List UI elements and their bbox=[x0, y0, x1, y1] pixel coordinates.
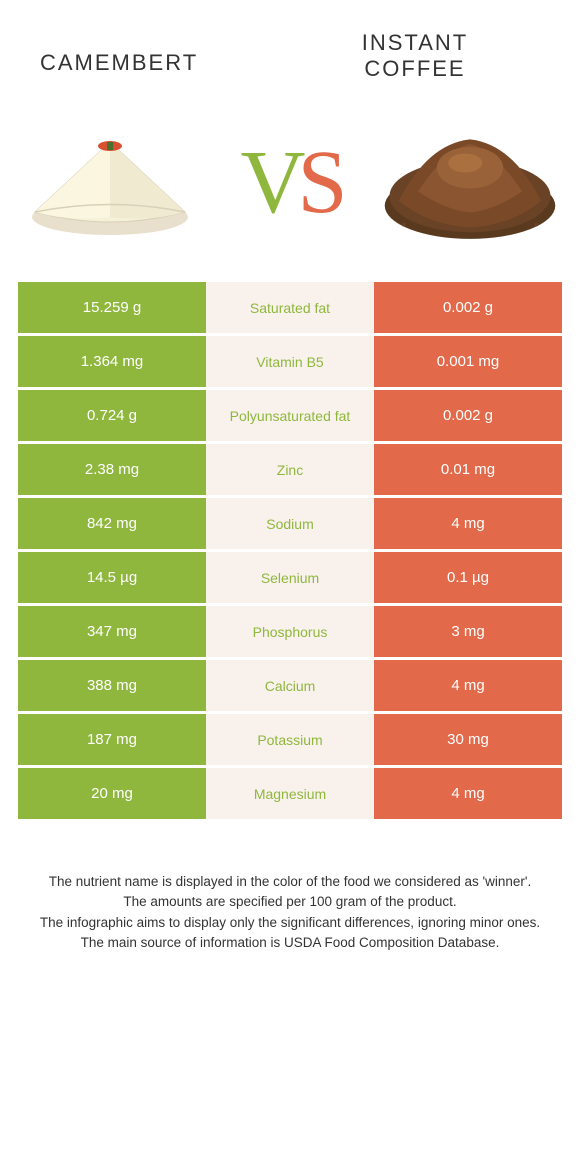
left-value: 0.724 g bbox=[18, 390, 206, 441]
right-value: 3 mg bbox=[374, 606, 562, 657]
right-value: 4 mg bbox=[374, 660, 562, 711]
nutrient-table: 15.259 g Saturated fat 0.002 g 1.364 mg … bbox=[18, 282, 562, 819]
table-row: 14.5 µg Selenium 0.1 µg bbox=[18, 552, 562, 603]
right-food-title: INSTANT COFFEE bbox=[290, 30, 540, 82]
nutrient-label: Phosphorus bbox=[206, 606, 374, 657]
table-row: 388 mg Calcium 4 mg bbox=[18, 660, 562, 711]
right-value: 0.002 g bbox=[374, 282, 562, 333]
footnote-line: The nutrient name is displayed in the co… bbox=[30, 872, 550, 892]
nutrient-label: Potassium bbox=[206, 714, 374, 765]
footnote-line: The main source of information is USDA F… bbox=[30, 933, 550, 953]
nutrient-label: Calcium bbox=[206, 660, 374, 711]
nutrient-label: Selenium bbox=[206, 552, 374, 603]
right-value: 4 mg bbox=[374, 498, 562, 549]
nutrient-label: Saturated fat bbox=[206, 282, 374, 333]
camembert-image bbox=[20, 112, 200, 252]
left-value: 388 mg bbox=[18, 660, 206, 711]
right-value: 0.001 mg bbox=[374, 336, 562, 387]
right-value: 30 mg bbox=[374, 714, 562, 765]
table-row: 187 mg Potassium 30 mg bbox=[18, 714, 562, 765]
footnote-line: The amounts are specified per 100 gram o… bbox=[30, 892, 550, 912]
left-food-title: CAMEMBERT bbox=[40, 30, 290, 76]
coffee-powder-icon bbox=[380, 112, 560, 252]
left-value: 1.364 mg bbox=[18, 336, 206, 387]
right-value: 0.01 mg bbox=[374, 444, 562, 495]
right-value: 0.1 µg bbox=[374, 552, 562, 603]
table-row: 1.364 mg Vitamin B5 0.001 mg bbox=[18, 336, 562, 387]
vs-v: V bbox=[240, 133, 297, 232]
right-value: 0.002 g bbox=[374, 390, 562, 441]
hero-row: VS bbox=[0, 92, 580, 282]
table-row: 2.38 mg Zinc 0.01 mg bbox=[18, 444, 562, 495]
left-value: 347 mg bbox=[18, 606, 206, 657]
left-value: 187 mg bbox=[18, 714, 206, 765]
nutrient-label: Zinc bbox=[206, 444, 374, 495]
footnote-line: The infographic aims to display only the… bbox=[30, 913, 550, 933]
table-row: 842 mg Sodium 4 mg bbox=[18, 498, 562, 549]
vs-s: S bbox=[297, 133, 339, 232]
left-value: 2.38 mg bbox=[18, 444, 206, 495]
left-value: 14.5 µg bbox=[18, 552, 206, 603]
vs-label: VS bbox=[240, 131, 339, 234]
nutrient-label: Sodium bbox=[206, 498, 374, 549]
left-value: 15.259 g bbox=[18, 282, 206, 333]
left-value: 20 mg bbox=[18, 768, 206, 819]
table-row: 0.724 g Polyunsaturated fat 0.002 g bbox=[18, 390, 562, 441]
right-value: 4 mg bbox=[374, 768, 562, 819]
footnotes: The nutrient name is displayed in the co… bbox=[0, 822, 580, 953]
cheese-icon bbox=[25, 122, 195, 242]
nutrient-label: Magnesium bbox=[206, 768, 374, 819]
coffee-image bbox=[380, 112, 560, 252]
left-value: 842 mg bbox=[18, 498, 206, 549]
nutrient-label: Polyunsaturated fat bbox=[206, 390, 374, 441]
table-row: 20 mg Magnesium 4 mg bbox=[18, 768, 562, 819]
header: CAMEMBERT INSTANT COFFEE bbox=[0, 0, 580, 92]
table-row: 15.259 g Saturated fat 0.002 g bbox=[18, 282, 562, 333]
nutrient-label: Vitamin B5 bbox=[206, 336, 374, 387]
table-row: 347 mg Phosphorus 3 mg bbox=[18, 606, 562, 657]
